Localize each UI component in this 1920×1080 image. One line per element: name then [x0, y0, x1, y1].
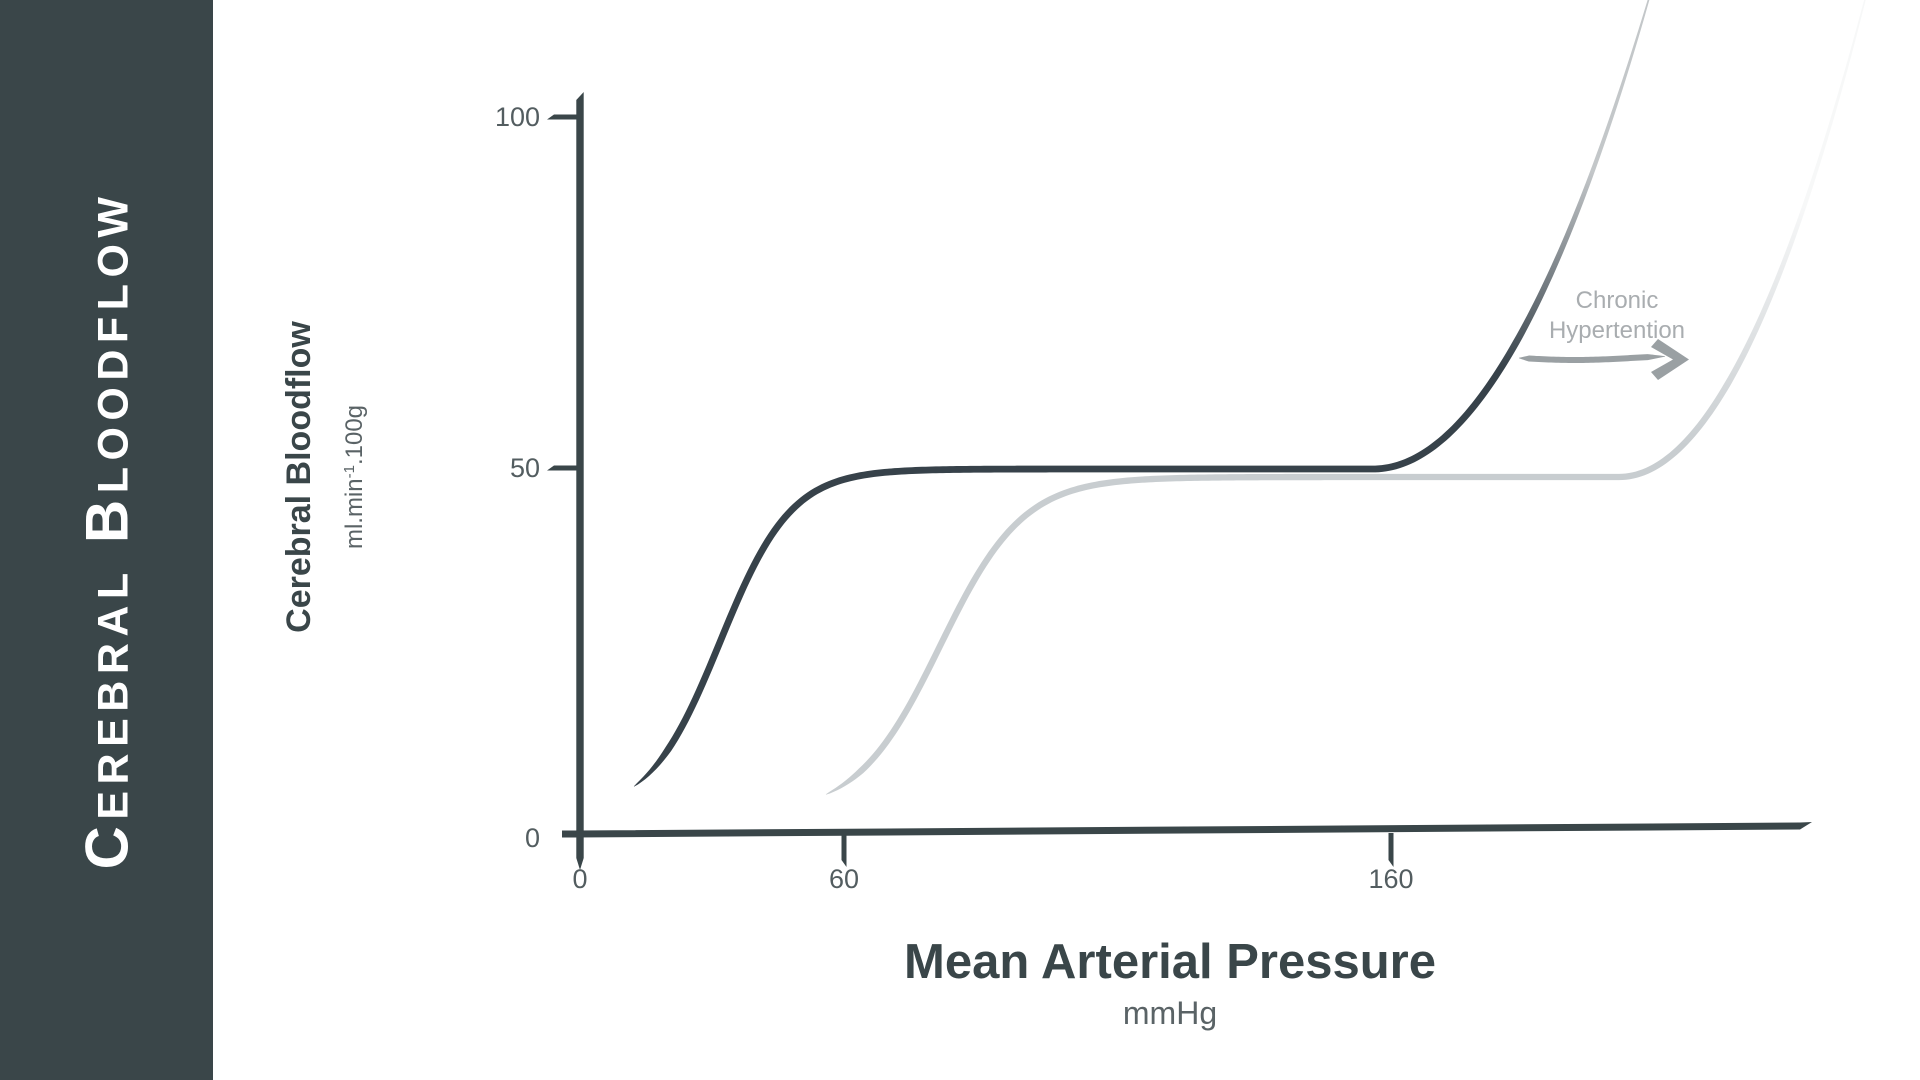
svg-text:100: 100: [495, 102, 540, 132]
svg-text:Cerebral Bloodflow: Cerebral Bloodflow: [280, 321, 318, 633]
svg-text:Hypertention: Hypertention: [1549, 317, 1685, 344]
svg-text:mmHg: mmHg: [1123, 995, 1217, 1031]
svg-text:160: 160: [1368, 864, 1413, 894]
svg-text:Mean Arterial Pressure: Mean Arterial Pressure: [904, 935, 1436, 989]
svg-text:50: 50: [510, 453, 540, 483]
svg-text:0: 0: [525, 823, 540, 853]
svg-text:60: 60: [829, 864, 859, 894]
svg-text:Chronic: Chronic: [1576, 287, 1659, 314]
svg-text:ml.min-1.100g: ml.min-1.100g: [341, 405, 369, 549]
svg-text:0: 0: [572, 864, 587, 894]
